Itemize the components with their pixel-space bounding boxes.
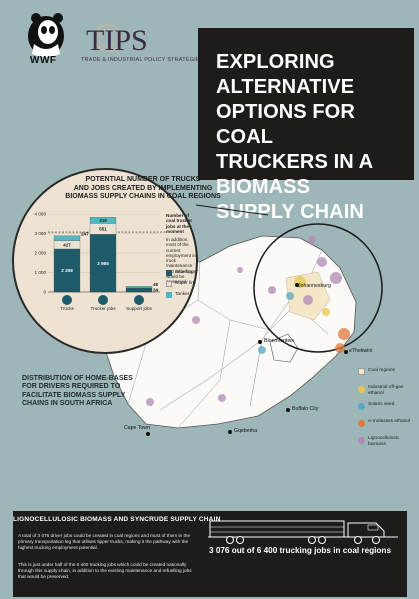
legend-lignocellulosic: Lignocellulosic biomass [368,436,400,447]
chart-title: POTENTIAL NUMBER OF TRUCKS AND JOBS CREA… [52,176,234,202]
tips-subtitle: Trade & Industrial Policy Strategies [81,57,204,63]
title-box: EXPLORING ALTERNATIVE OPTIONS FOR COAL T… [198,28,414,223]
title-line: EXPLORING ALTERNATIVE [216,51,355,98]
preserved-jobs-note: In addition, most of the current employm… [166,237,196,285]
map-caption: DISTRIBUTION OF HOME-BASES FOR DRIVERS R… [22,375,152,408]
city-marker [146,432,150,436]
city-marker [286,408,290,412]
chart-title-line: BIOMASS SUPPLY CHAINS IN COAL REGIONS [65,193,221,200]
map-caption-line: CHAINS IN SOUTH AFRICA [22,399,113,407]
city-marker [344,350,348,354]
bar-segment [89,234,117,293]
bottom-title: LIGNOCELLULOSIC BIOMASS AND SYNCRUDE SUP… [13,516,221,523]
current-jobs-note: Number of coal trucker jobs at the momen… [166,213,193,234]
data-label: 319 [99,218,107,223]
chart-title-line: AND JOBS CREATED BY IMPLEMENTING [73,184,213,192]
legend-swatch [358,403,365,410]
legend-swatch [166,270,172,276]
legend-swatch [166,281,172,287]
legend-side-tipper: Side tipper [175,270,198,275]
data-label: 207 [153,283,161,288]
category-label: Support jobs [126,306,152,311]
wwf-panda-icon [28,13,64,57]
legend-swatch [358,437,365,444]
title-line: OPTIONS FOR COAL [216,101,355,148]
data-label: 34 [153,287,159,292]
bottom-paragraph-2: This is just under half of the 6 400 tru… [18,562,192,579]
bar-segment [125,287,153,293]
jobs-stat: 3 076 out of 6 400 trucking jobs in coal… [209,546,391,555]
city-gqeberha: Gqeberha [234,428,258,434]
category-label: Trucker jobs [90,306,116,311]
stacked-bar-chart: 0 1 000 2 000 3 000 4 000 2 208 427 247 Trucks 2 … [35,212,166,311]
legend-solaris-seed: Solaris seed [368,402,395,407]
bottom-paragraph-1: A total of 3 076 driver jobs could be cr… [18,533,190,550]
legend-super-link: Super link [175,281,197,286]
chart-title-line: POTENTIAL NUMBER OF TRUCKS [85,176,201,183]
tips-logo-text: TIPS [86,24,148,57]
lesotho-outline [269,333,299,363]
data-label: 247 [81,231,89,236]
legend-swatch [358,420,365,427]
category-icon [62,295,72,305]
y-tick-label: 4 000 [35,212,47,217]
legend-coal-regions: Coal regions [368,368,395,373]
y-tick-label: 0 [43,290,46,295]
city-cape-town: Cape Town [124,425,150,431]
bar-segment [53,248,81,293]
data-label: 2 208 [61,268,73,273]
city-marker [228,430,232,434]
data-label: 551 [99,227,107,232]
legend-swatch [166,292,172,298]
zoom-circle [253,223,383,353]
data-label: 2 965 [97,261,109,266]
city-marker [258,340,262,344]
city-ethekwini: eThekwini [349,348,373,354]
category-icon [134,295,144,305]
page-title: EXPLORING ALTERNATIVE OPTIONS FOR COAL T… [216,50,404,225]
home-base-markers [146,236,350,406]
tips-logo: TIPS [86,24,148,57]
category-icon [98,295,108,305]
city-marker [295,283,299,287]
legend-swatch [358,386,365,393]
data-label: 427 [63,242,71,247]
bar-segment [89,217,117,224]
map-caption-line: FOR DRIVERS REQUIRED TO [22,383,121,391]
bar-segment [53,235,81,241]
city-bloemfontein: Bloemfontein [264,338,295,344]
wwf-logo-text: WWF [30,55,57,66]
map-caption-line: FACILITATE BIOMASS SUPPLY [22,391,126,399]
truck-icon [208,520,398,544]
y-tick-label: 3 000 [35,231,47,236]
title-line: TRUCKERS IN A BIOMASS [216,151,373,198]
city-buffalo-city: Buffalo City [292,406,319,412]
bar-segment [125,286,153,288]
legend-industrial-ethanol: Industrial off-gas ethanol [368,385,404,396]
data-label: 48 [153,282,159,287]
city-johannesburg: Johannesburg [298,283,331,289]
map-caption-line: DISTRIBUTION OF HOME-BASES [22,375,133,382]
title-line: SUPPLY CHAIN [216,201,364,223]
y-tick-label: 2 000 [35,251,47,256]
legend-a-molasses: A-molasses ethanol [368,419,411,424]
legend-swatch [358,368,365,375]
category-label: Trucks [60,306,74,311]
legend-tanker: Tanker [175,292,190,297]
y-tick-label: 1 000 [35,270,47,275]
